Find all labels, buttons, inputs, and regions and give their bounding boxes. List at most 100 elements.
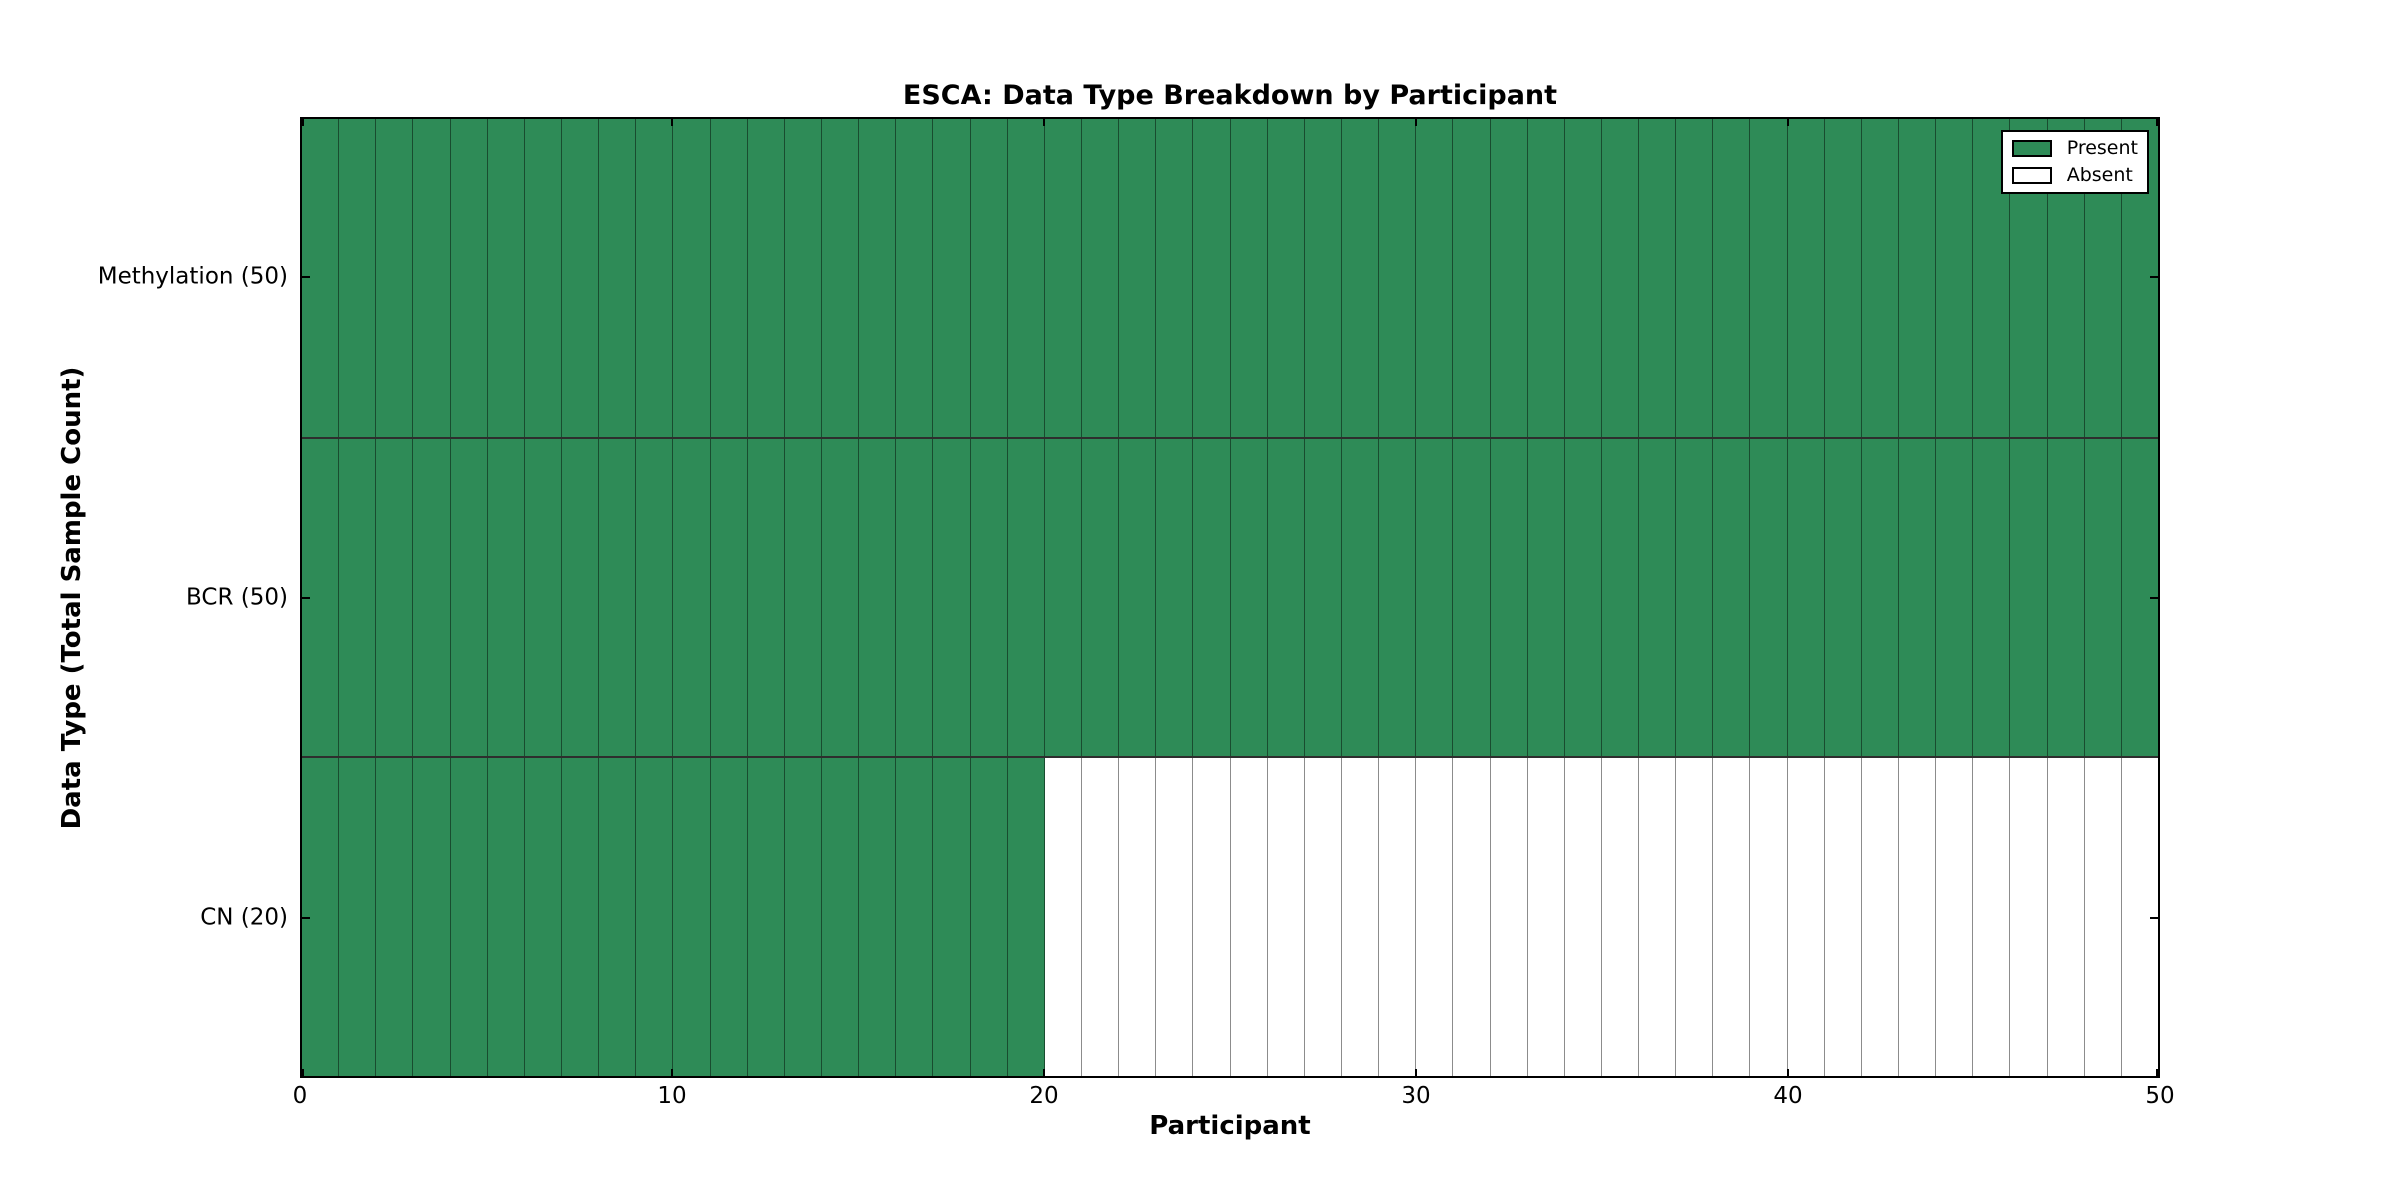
heatmap-cell [1824,119,1862,437]
heatmap-cell [1490,438,1528,757]
x-tick-label: 40 [1773,1083,1803,1109]
heatmap-cell [1230,438,1268,757]
heatmap-cell [1341,758,1380,1077]
heatmap-cell [561,438,600,757]
heatmap-cell [1341,438,1380,757]
x-tick-label: 50 [2145,1083,2175,1109]
heatmap-cell [1044,119,1082,437]
heatmap-cell [821,438,860,757]
heatmap-cell [339,758,377,1077]
heatmap-cell [1044,438,1082,757]
heatmap-cell [450,119,488,437]
heatmap-cell [1081,438,1120,757]
heatmap-cell [784,438,822,757]
x-tick-mark [671,119,673,126]
heatmap-cell [1936,758,1974,1077]
heatmap-cell [1156,758,1194,1077]
heatmap-cell [450,758,488,1077]
heatmap-cell [599,758,637,1077]
x-tick-mark [1415,119,1417,126]
heatmap-cell [710,758,748,1077]
heatmap-cell [970,758,1008,1077]
chart-title: ESCA: Data Type Breakdown by Participant [902,80,1558,111]
legend-swatch [2011,140,2052,157]
heatmap-cell [1676,758,1714,1077]
plot-area: Present Absent [300,117,2160,1078]
legend-label: Absent [2066,164,2133,186]
legend-entry: Present [2011,139,2138,158]
x-tick-mark [2156,1069,2158,1076]
heatmap-cell [1416,438,1454,757]
heatmap-cell [1601,438,1640,757]
y-tick-mark [2150,596,2158,599]
x-tick-label: 0 [292,1083,308,1109]
heatmap-cell [1193,438,1231,757]
heatmap-cell [747,119,785,437]
y-tick-mark [2150,276,2158,279]
heatmap-cell [673,438,711,757]
heatmap-cell [413,119,451,437]
heatmap-cell [1861,758,1900,1077]
heatmap-cell [1787,758,1825,1077]
heatmap-cell [2047,438,2085,757]
heatmap-cell [2084,758,2122,1077]
heatmap-cell [376,758,414,1077]
heatmap-cell [524,438,562,757]
heatmap-cell [673,758,711,1077]
heatmap-cell [450,438,488,757]
heatmap-cell [636,119,674,437]
y-tick-mark [302,276,310,279]
heatmap-cell [2010,758,2048,1077]
y-tick-mark [302,916,310,919]
heatmap-cell [636,438,674,757]
x-tick-mark [1415,1069,1417,1076]
heatmap-cell [970,438,1008,757]
heatmap-cell [1453,438,1491,757]
heatmap-cell [1936,119,1974,437]
heatmap-cell [896,758,934,1077]
heatmap-cell [1230,119,1268,437]
heatmap-cell [1379,758,1417,1077]
heatmap-cell [1750,758,1788,1077]
heatmap-cell [599,438,637,757]
heatmap-cell [1379,438,1417,757]
heatmap-cell [1267,758,1305,1077]
x-tick-label: 10 [657,1083,687,1109]
heatmap-cell [1453,758,1491,1077]
heatmap-cell [1341,119,1380,437]
heatmap-cell [1156,119,1194,437]
x-tick-mark [1787,1069,1789,1076]
x-tick-mark [671,1069,673,1076]
heatmap-cell [1639,758,1677,1077]
heatmap-cell [821,119,860,437]
heatmap-cell [1899,438,1937,757]
heatmap-cell [1601,119,1640,437]
heatmap-cell [1973,438,2011,757]
heatmap-cell [1936,438,1974,757]
legend-entry: Absent [2011,164,2138,186]
heatmap-cell [524,119,562,437]
heatmap-cell [859,119,897,437]
heatmap-cell [487,438,525,757]
heatmap-cell [933,438,971,757]
x-tick-mark [302,1069,304,1076]
heatmap-cell [896,438,934,757]
heatmap-cell [1490,758,1528,1077]
heatmap-cell [1007,438,1045,757]
heatmap-cell [1899,119,1937,437]
heatmap-cell [1081,119,1120,437]
heatmap-cell [673,119,711,437]
heatmap-cell [1676,119,1714,437]
heatmap-row [302,758,2159,1077]
heatmap-cell [561,758,600,1077]
y-tick-mark [2150,916,2158,919]
heatmap-cell [896,119,934,437]
heatmap-cell [1824,758,1862,1077]
heatmap-cell [1527,119,1565,437]
x-tick-mark [1043,1069,1045,1076]
heatmap-cell [413,438,451,757]
heatmap-cell [1156,438,1194,757]
y-tick-label: CN (20) [200,904,288,931]
heatmap-cell [1119,119,1157,437]
heatmap-cell [1081,758,1120,1077]
